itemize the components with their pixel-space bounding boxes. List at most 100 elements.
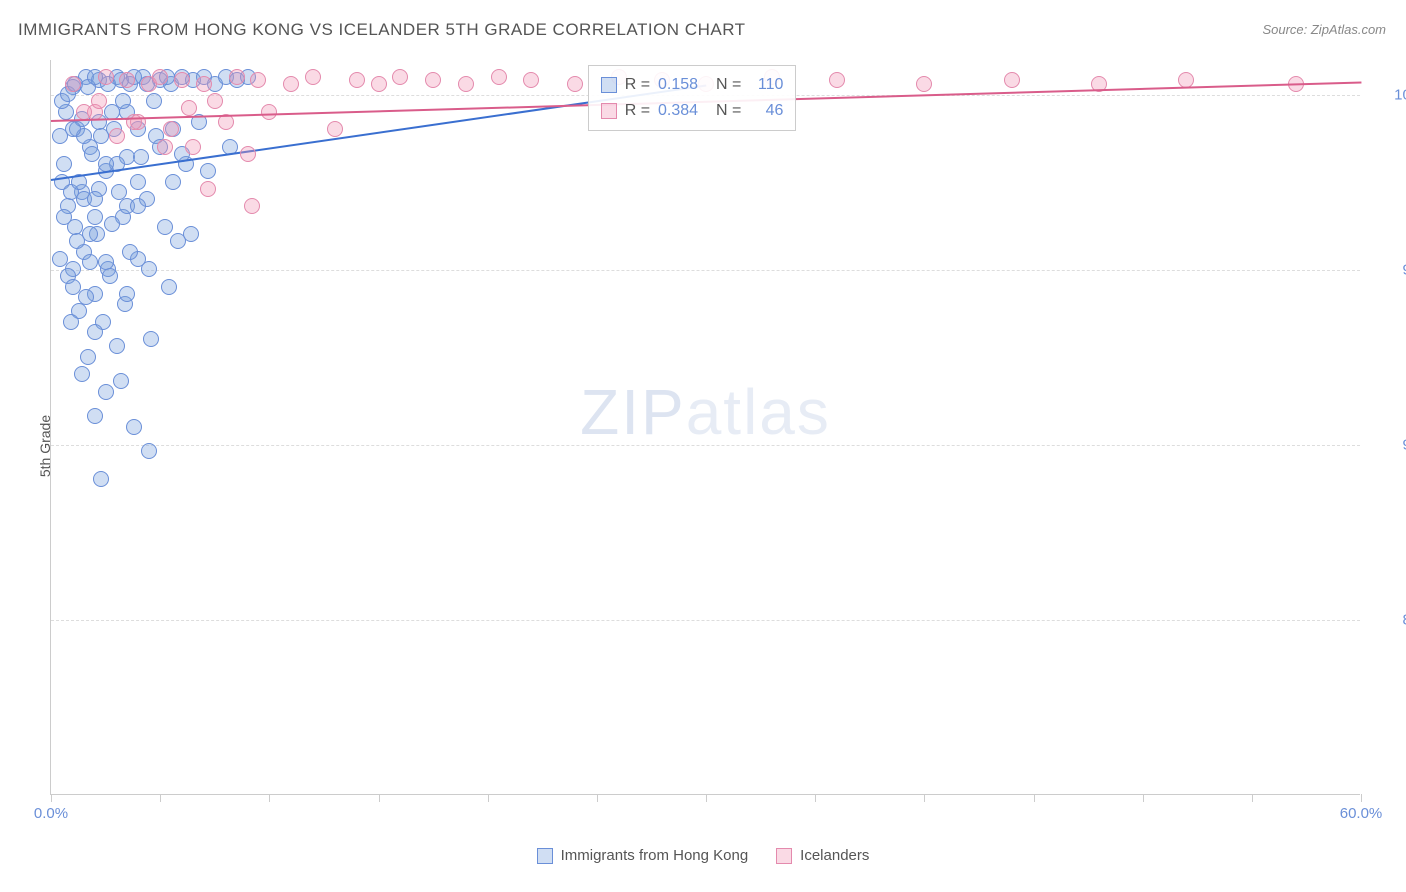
scatter-point <box>133 149 149 165</box>
x-tick <box>379 794 380 802</box>
x-tick <box>1034 794 1035 802</box>
scatter-point <box>74 366 90 382</box>
legend-label: Immigrants from Hong Kong <box>561 847 749 864</box>
scatter-point <box>143 331 159 347</box>
scatter-point <box>349 72 365 88</box>
scatter-point <box>115 93 131 109</box>
y-tick-label: 90.0% <box>1375 437 1406 454</box>
chart-title: IMMIGRANTS FROM HONG KONG VS ICELANDER 5… <box>18 20 746 40</box>
stats-n-label: N = <box>716 76 741 94</box>
stats-box: R =0.158N =110R =0.384N =46 <box>588 65 797 131</box>
scatter-point <box>163 121 179 137</box>
scatter-point <box>240 146 256 162</box>
x-tick-label: 60.0% <box>1340 805 1383 822</box>
scatter-point <box>181 100 197 116</box>
scatter-point <box>109 338 125 354</box>
scatter-point <box>829 72 845 88</box>
scatter-point <box>65 121 81 137</box>
legend-item: Icelanders <box>776 847 869 864</box>
scatter-point <box>157 139 173 155</box>
legend-swatch <box>776 848 792 864</box>
scatter-point <box>146 93 162 109</box>
swatch <box>601 103 617 119</box>
scatter-point <box>122 244 138 260</box>
gridline <box>51 445 1360 446</box>
scatter-point <box>371 76 387 92</box>
x-tick <box>1252 794 1253 802</box>
legend-swatch <box>537 848 553 864</box>
scatter-point <box>229 69 245 85</box>
watermark: ZIPatlas <box>580 375 831 449</box>
scatter-point <box>82 254 98 270</box>
scatter-point <box>200 163 216 179</box>
stats-row: R = 0.158 N = 110 <box>601 72 784 98</box>
bottom-legend: Immigrants from Hong Kong Icelanders <box>0 847 1406 864</box>
legend-item: Immigrants from Hong Kong <box>537 847 749 864</box>
scatter-point <box>98 69 114 85</box>
x-tick-label: 0.0% <box>34 805 68 822</box>
scatter-point <box>174 72 190 88</box>
y-tick-label: 100.0% <box>1375 87 1406 104</box>
scatter-point <box>141 443 157 459</box>
scatter-point <box>98 384 114 400</box>
scatter-point <box>244 198 260 214</box>
y-tick-label: 85.0% <box>1375 612 1406 629</box>
scatter-point <box>102 268 118 284</box>
scatter-point <box>56 156 72 172</box>
scatter-point <box>78 289 94 305</box>
scatter-point <box>82 226 98 242</box>
stats-r-value: 0.158 <box>658 76 708 94</box>
x-tick <box>51 794 52 802</box>
scatter-point <box>491 69 507 85</box>
scatter-point <box>56 209 72 225</box>
scatter-point <box>200 181 216 197</box>
scatter-point <box>113 373 129 389</box>
scatter-point <box>52 251 68 267</box>
scatter-point <box>65 76 81 92</box>
scatter-point <box>425 72 441 88</box>
scatter-point <box>916 76 932 92</box>
stats-n-label: N = <box>716 102 741 120</box>
gridline <box>51 620 1360 621</box>
scatter-point <box>87 191 103 207</box>
watermark-zip: ZIP <box>580 376 686 448</box>
scatter-point <box>165 174 181 190</box>
scatter-point <box>141 261 157 277</box>
x-tick <box>924 794 925 802</box>
scatter-point <box>1004 72 1020 88</box>
stats-r-label: R = <box>625 102 650 120</box>
scatter-point <box>87 324 103 340</box>
scatter-point <box>63 314 79 330</box>
stats-row: R =0.384N =46 <box>601 98 784 124</box>
x-tick <box>1143 794 1144 802</box>
source-label: Source: ZipAtlas.com <box>1262 22 1386 37</box>
scatter-point <box>130 198 146 214</box>
scatter-point <box>65 279 81 295</box>
scatter-point <box>119 286 135 302</box>
stats-r-label: R = <box>625 76 650 94</box>
legend-label: Icelanders <box>800 847 869 864</box>
scatter-point <box>327 121 343 137</box>
scatter-point <box>87 408 103 424</box>
scatter-point <box>87 209 103 225</box>
scatter-point <box>152 69 168 85</box>
x-tick <box>160 794 161 802</box>
scatter-point <box>111 184 127 200</box>
scatter-point <box>109 128 125 144</box>
stats-n-value: 110 <box>749 76 783 94</box>
scatter-point <box>250 72 266 88</box>
scatter-point <box>523 72 539 88</box>
x-tick <box>815 794 816 802</box>
scatter-point <box>207 93 223 109</box>
scatter-point <box>185 139 201 155</box>
stats-r-value: 0.384 <box>658 102 708 120</box>
scatter-point <box>183 226 199 242</box>
x-tick <box>269 794 270 802</box>
plot-area: ZIPatlas 85.0%90.0%95.0%100.0%0.0%60.0%R… <box>50 60 1360 795</box>
scatter-point <box>161 279 177 295</box>
watermark-atlas: atlas <box>686 376 831 448</box>
x-tick <box>1361 794 1362 802</box>
scatter-point <box>76 104 92 120</box>
scatter-point <box>458 76 474 92</box>
scatter-point <box>126 419 142 435</box>
